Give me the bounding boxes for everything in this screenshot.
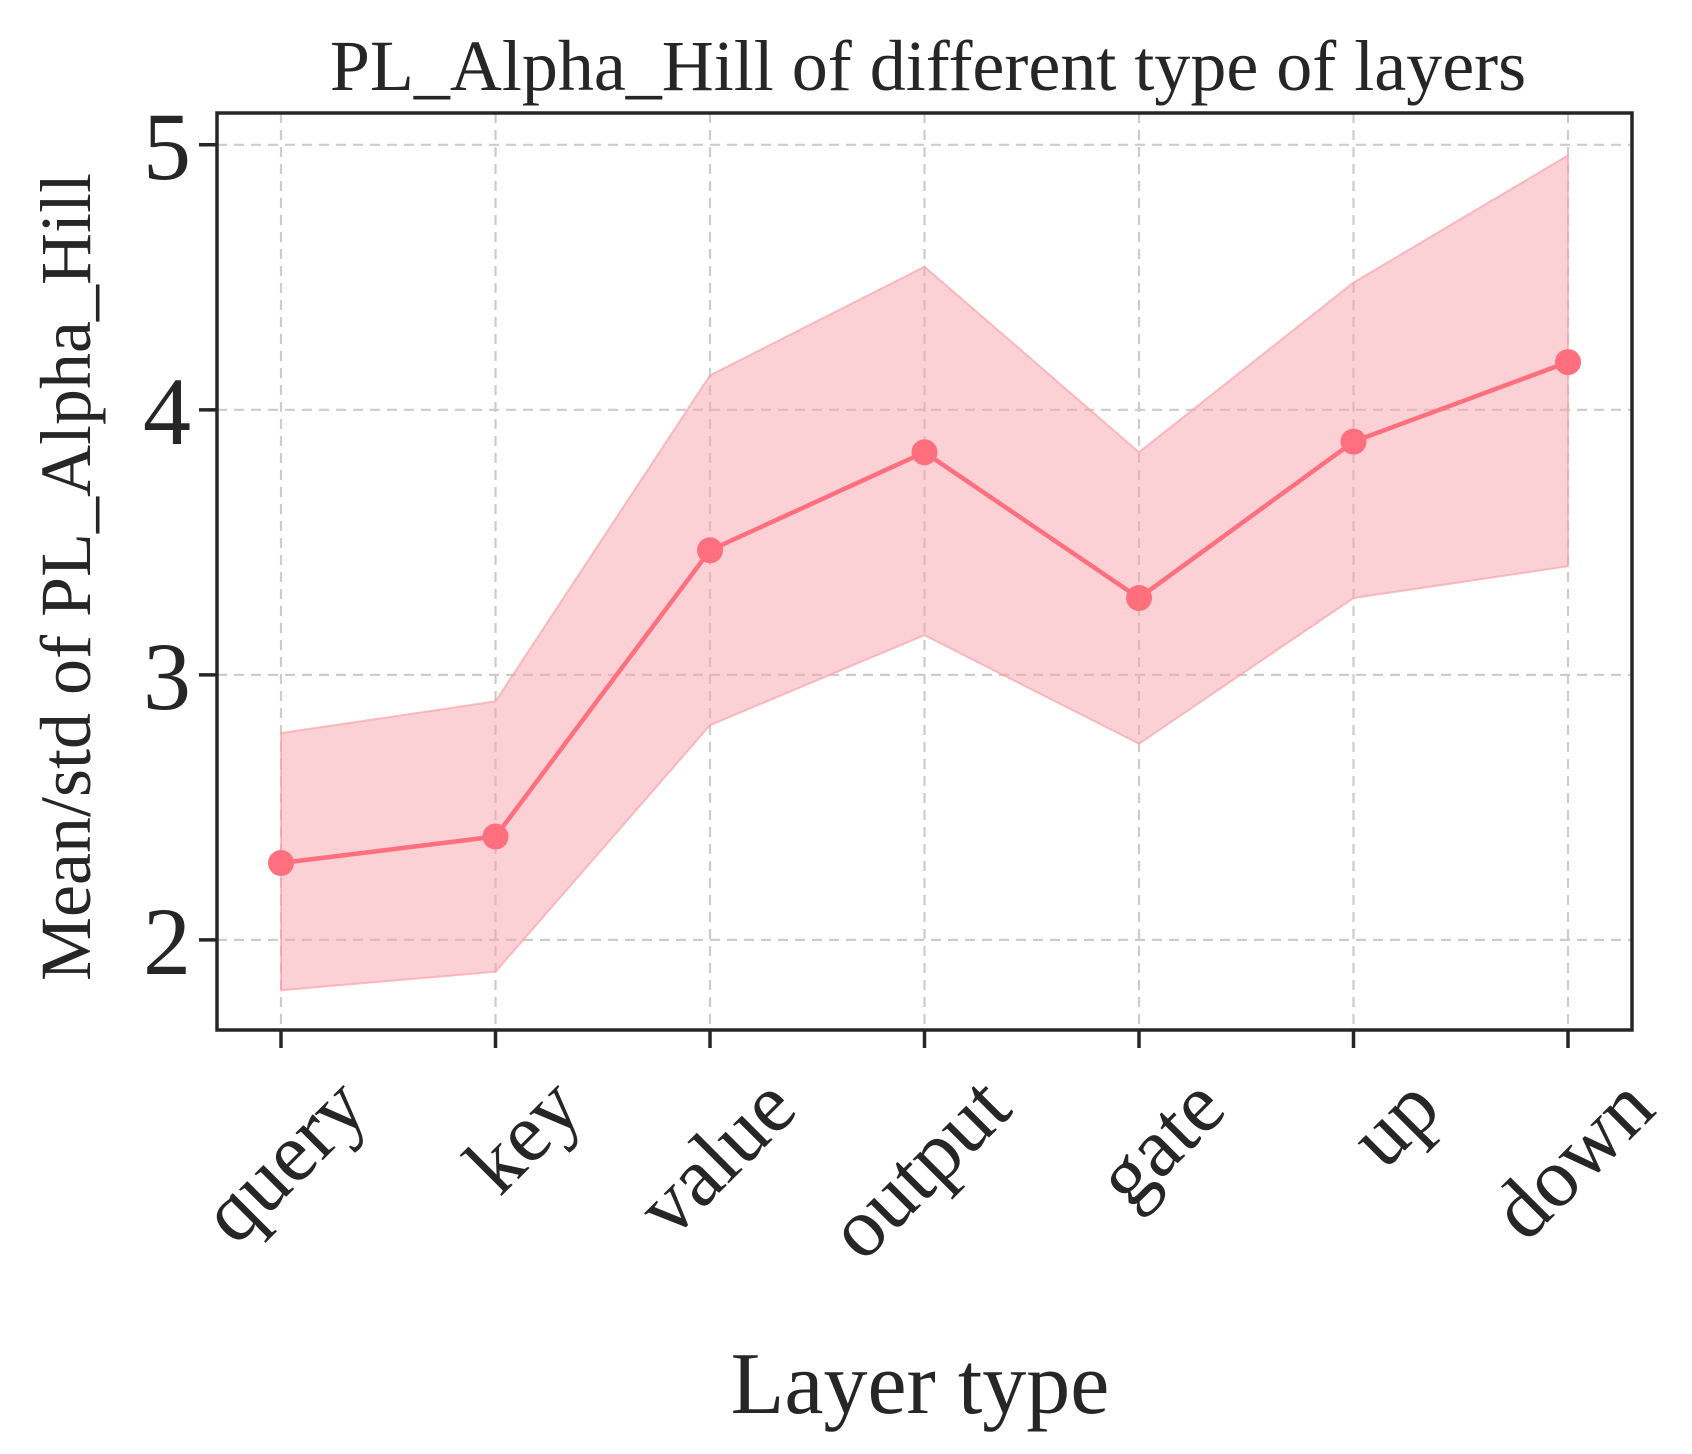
data-point-key xyxy=(482,823,509,850)
y-tick-label: 2 xyxy=(143,888,191,995)
x-tick-label: up xyxy=(1332,1060,1457,1185)
data-point-up xyxy=(1340,428,1367,455)
x-tick-label: output xyxy=(810,1060,1028,1278)
x-tick-label: value xyxy=(619,1060,813,1254)
y-tick-label: 4 xyxy=(143,358,191,465)
x-tick-label: gate xyxy=(1078,1060,1243,1225)
y-tick-label: 3 xyxy=(143,623,191,730)
data-point-output xyxy=(911,439,938,466)
std-band xyxy=(280,153,1569,992)
y-axis-label: Mean/std of PL_Alpha_Hill xyxy=(26,173,106,981)
data-point-value xyxy=(697,537,723,564)
y-tick-label: 5 xyxy=(143,93,191,200)
x-axis-label: Layer type xyxy=(731,1336,1110,1433)
data-point-gate xyxy=(1126,585,1152,612)
chart-title: PL_Alpha_Hill of different type of layer… xyxy=(330,26,1526,106)
data-point-down xyxy=(1555,349,1581,376)
x-tick-label: down xyxy=(1474,1060,1672,1258)
x-tick-label: query xyxy=(183,1060,384,1261)
data-point-query xyxy=(268,850,294,877)
x-tick-label: key xyxy=(447,1060,599,1212)
